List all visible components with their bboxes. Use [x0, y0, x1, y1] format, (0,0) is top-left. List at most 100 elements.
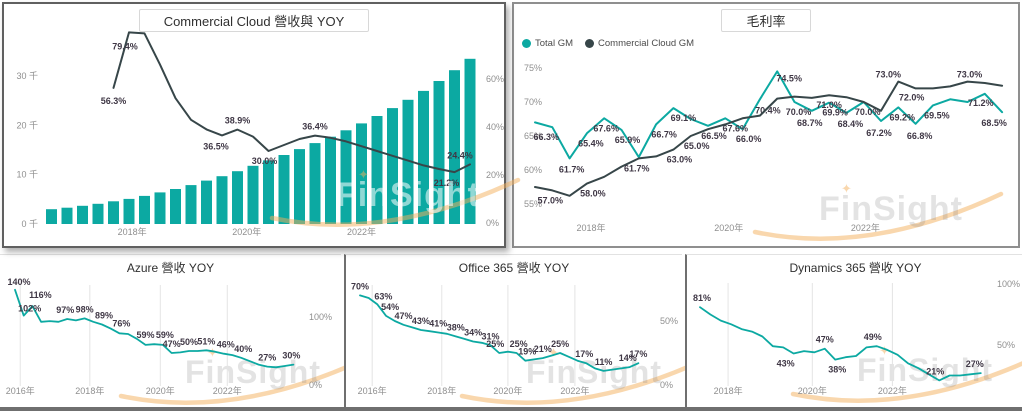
commercial-cloud-chart-area[interactable]: 0 千 10 千 20 千 30 千 0% 20% 40% 60% 2018年 2020年 2022… [4, 4, 504, 246]
revenue-bar[interactable] [263, 160, 274, 224]
data-label: 74.5% [776, 73, 802, 83]
data-label: 89% [95, 310, 113, 320]
revenue-bar[interactable] [387, 108, 398, 224]
axis-tick-label: 40% [486, 122, 504, 132]
revenue-bar[interactable] [294, 149, 305, 224]
data-label: 66.0% [736, 134, 762, 144]
chart-title: Dynamics 365 營收 YOY [789, 261, 922, 275]
revenue-bar[interactable] [402, 99, 414, 224]
revenue-bar[interactable] [247, 165, 259, 224]
yoy-line[interactable] [112, 31, 471, 174]
revenue-bar[interactable] [154, 192, 166, 224]
revenue-bar[interactable] [232, 171, 243, 224]
data-label: 71.2% [968, 98, 994, 108]
revenue-bar[interactable] [371, 116, 383, 224]
data-label: 70.0% [855, 107, 881, 117]
axis-tick-label: 2018年 [427, 385, 456, 396]
data-label: 65.0% [684, 141, 710, 151]
data-label: 58.0% [580, 189, 606, 199]
revenue-bar[interactable] [185, 185, 197, 224]
data-label: 79.4% [112, 41, 138, 51]
axis-tick-label: 55% [524, 199, 542, 209]
azure-yoy-chart-area[interactable]: 100% 0% 2016年 2018年 2020年 2022年 140% 102% 116% 97… [0, 255, 341, 407]
axis-tick-label: 2020年 [714, 222, 743, 233]
data-label: 43% [412, 316, 430, 326]
data-label: 69.5% [924, 110, 950, 120]
visual-office365-yoy[interactable]: Office 365 營收 YOY 50% 0% 2016年 2018年 2020年 20… [344, 254, 711, 407]
axis-tick-label: 0 千 [21, 219, 38, 229]
revenue-bar[interactable] [356, 123, 367, 224]
axis-tick-label: 2022年 [213, 385, 242, 396]
chart-title: Azure 營收 YOY [126, 261, 215, 275]
data-label: 66.5% [701, 131, 727, 141]
revenue-bar[interactable] [123, 198, 135, 224]
visual-gross-margin[interactable]: 毛利率 Total GM Commercial Cloud GM 55% 60% 6… [512, 2, 1020, 248]
data-label: 57.0% [538, 195, 564, 205]
revenue-bar[interactable] [325, 136, 336, 224]
revenue-bar[interactable] [46, 209, 57, 224]
legend-dot-icon [585, 39, 595, 48]
revenue-bar[interactable] [216, 176, 228, 224]
data-label: 68.7% [797, 118, 823, 128]
axis-tick-label: 2022年 [878, 385, 907, 396]
gross-margin-chart-area[interactable]: 55% 60% 65% 70% 75% 2018年 2020年 2022年 66.3% 61.7%… [514, 4, 1018, 246]
data-label: 54% [381, 302, 399, 312]
total-gm-line[interactable] [534, 70, 1004, 160]
axis-tick-label: 65% [524, 131, 542, 141]
office365-yoy-chart-area[interactable]: 50% 0% 2016年 2018年 2020年 2022年 70% 63% 54% 47% 43%… [346, 255, 682, 407]
dynamics365-yoy-chart-area[interactable]: 100% 50% 2018年 2020年 2022年 81% 43% 47% 38% 49% 21%… [687, 255, 1022, 407]
revenue-bar[interactable] [92, 203, 104, 224]
revenue-bar[interactable] [108, 201, 119, 224]
visual-dynamics365-yoy[interactable]: Dynamics 365 營收 YOY 100% 50% 2018年 2020年 202… [685, 254, 1022, 407]
legend-item-total-gm[interactable]: Total GM [522, 38, 573, 49]
revenue-bar[interactable] [61, 207, 73, 224]
data-label: 27% [966, 359, 984, 369]
visual-commercial-cloud-revenue[interactable]: Commercial Cloud 營收與 YOY 0 千 10 千 20 千 30 千… [2, 2, 521, 248]
data-label: 61.7% [624, 163, 650, 173]
data-label: 69.9% [822, 108, 848, 118]
revenue-bar[interactable] [340, 130, 352, 224]
axis-tick-label: 50% [997, 340, 1015, 350]
data-label: 31% [481, 331, 499, 341]
data-label: 73.0% [876, 70, 902, 80]
data-label: 17% [575, 349, 593, 359]
axis-tick-label: 0% [660, 380, 673, 390]
data-label: 61.7% [559, 164, 585, 174]
axis-tick-label: 2020年 [232, 226, 261, 237]
data-label: 30% [282, 351, 300, 361]
data-label: 25% [486, 339, 504, 349]
revenue-bar[interactable] [433, 81, 445, 224]
revenue-bar[interactable] [449, 70, 460, 224]
legend-item-commercial-cloud-gm[interactable]: Commercial Cloud GM [585, 38, 694, 49]
revenue-bar[interactable] [77, 205, 88, 224]
axis-tick-label: 10 千 [16, 170, 38, 180]
data-label: 21% [926, 366, 944, 376]
data-label: 116% [29, 290, 52, 300]
revenue-bar[interactable] [418, 90, 429, 225]
data-label: 69.1% [671, 113, 697, 123]
revenue-bar[interactable] [278, 155, 290, 224]
revenue-bar[interactable] [170, 189, 181, 224]
data-label: 63.0% [667, 155, 693, 165]
chart-title: Commercial Cloud 營收與 YOY [4, 9, 504, 32]
data-label: 102% [18, 304, 41, 314]
visual-azure-yoy[interactable]: Azure 營收 YOY 100% 0% 2016年 2018年 2020年 2022年 1… [0, 254, 370, 407]
axis-tick-label: 2018年 [577, 222, 606, 233]
data-label: 49% [864, 332, 882, 342]
revenue-bar[interactable] [201, 180, 212, 224]
data-label: 59% [156, 330, 174, 340]
azure-yoy-line[interactable] [14, 288, 295, 369]
legend-dot-icon [522, 39, 531, 48]
axis-tick-label: 2016年 [6, 385, 35, 396]
data-label: 17% [629, 349, 647, 359]
axis-tick-label: 0% [486, 218, 499, 228]
revenue-bar[interactable] [464, 58, 476, 224]
revenue-bar[interactable] [139, 195, 150, 224]
data-label: 34% [464, 327, 482, 337]
axis-tick-label: 70% [524, 97, 542, 107]
commercial-cloud-gm-line[interactable] [534, 80, 1004, 197]
axis-tick-label: 2022年 [851, 222, 880, 233]
data-label: 98% [76, 304, 94, 314]
axis-tick-label: 50% [660, 316, 678, 326]
revenue-bar[interactable] [309, 143, 321, 224]
